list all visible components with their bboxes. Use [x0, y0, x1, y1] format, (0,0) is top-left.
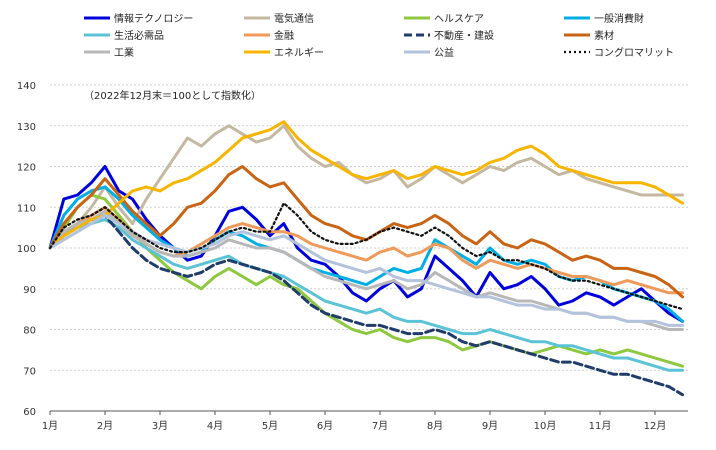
x-tick-label-8: 8月	[427, 420, 443, 432]
legend-item-11: 公益	[404, 46, 454, 59]
legend-label-4: 一般消費財	[594, 12, 644, 25]
x-tick-label-2: 2月	[97, 420, 113, 432]
index-note: （2022年12月末＝100として指数化）	[84, 89, 261, 102]
series-line-7	[48, 213, 684, 397]
legend-item-9: 工業	[84, 46, 134, 59]
legend-label-11: 公益	[434, 46, 454, 59]
legend-item-7: 不動産・建設	[404, 29, 494, 42]
x-tick-label-11: 11月	[589, 420, 612, 432]
legend-label-12: コングロマリット	[594, 46, 674, 59]
series-line-3	[48, 193, 684, 368]
x-tick-label-3: 3月	[152, 420, 168, 432]
legend-label-3: ヘルスケア	[434, 13, 484, 25]
x-tick-label-9: 9月	[482, 420, 498, 432]
legend-item-4: 一般消費財	[564, 12, 644, 25]
legend-item-6: 金融	[244, 29, 294, 42]
legend-item-8: 素材	[564, 29, 614, 42]
y-tick-label-140: 140	[17, 81, 36, 92]
legend-item-3: ヘルスケア	[404, 13, 484, 25]
y-tick-label-90: 90	[23, 285, 36, 296]
x-tick-label-1: 1月	[42, 420, 58, 432]
x-tick-label-4: 4月	[207, 420, 223, 432]
legend-label-10: エネルギー	[274, 47, 324, 59]
series-line-5	[48, 218, 684, 372]
y-tick-label-130: 130	[17, 122, 36, 133]
legend-label-6: 金融	[274, 29, 294, 42]
y-tick-label-100: 100	[17, 244, 36, 255]
legend-item-2: 電気通信	[244, 12, 314, 25]
series-line-4	[48, 185, 684, 323]
y-tick-label-60: 60	[23, 407, 36, 418]
y-tick-label-110: 110	[17, 203, 36, 214]
x-tick-label-7: 7月	[372, 420, 388, 432]
legend-label-5: 生活必需品	[114, 29, 164, 42]
legend-item-10: エネルギー	[244, 47, 324, 59]
y-tick-label-120: 120	[17, 163, 36, 174]
x-axis: 1月 2月 3月 4月 5月 6月 7月 8月 9月 10月 11月 12月	[42, 410, 688, 432]
legend-label-1: 情報テクノロジー	[114, 12, 193, 25]
series-line-12	[48, 202, 684, 311]
legend-item-12: コングロマリット	[564, 46, 674, 59]
series-line-11	[48, 213, 684, 327]
legend-label-7: 不動産・建設	[434, 29, 494, 42]
legend-label-2: 電気通信	[274, 12, 314, 25]
x-tick-label-10: 10月	[534, 420, 557, 432]
x-tick-label-12: 12月	[644, 420, 667, 432]
series-line-6	[48, 205, 684, 295]
series-line-10	[48, 120, 684, 250]
legend-label-9: 工業	[114, 46, 134, 59]
legend-label-8: 素材	[594, 29, 614, 42]
legend-item-1: 情報テクノロジー	[84, 12, 193, 25]
y-tick-label-70: 70	[23, 366, 36, 377]
legend-item-5: 生活必需品	[84, 29, 164, 42]
series-lines	[48, 120, 684, 397]
y-tick-label-80: 80	[23, 326, 36, 337]
y-axis: 60 70 80 90 100 110 120 130 140	[17, 81, 36, 418]
x-tick-label-5: 5月	[262, 420, 278, 432]
x-tick-label-6: 6月	[317, 420, 333, 432]
